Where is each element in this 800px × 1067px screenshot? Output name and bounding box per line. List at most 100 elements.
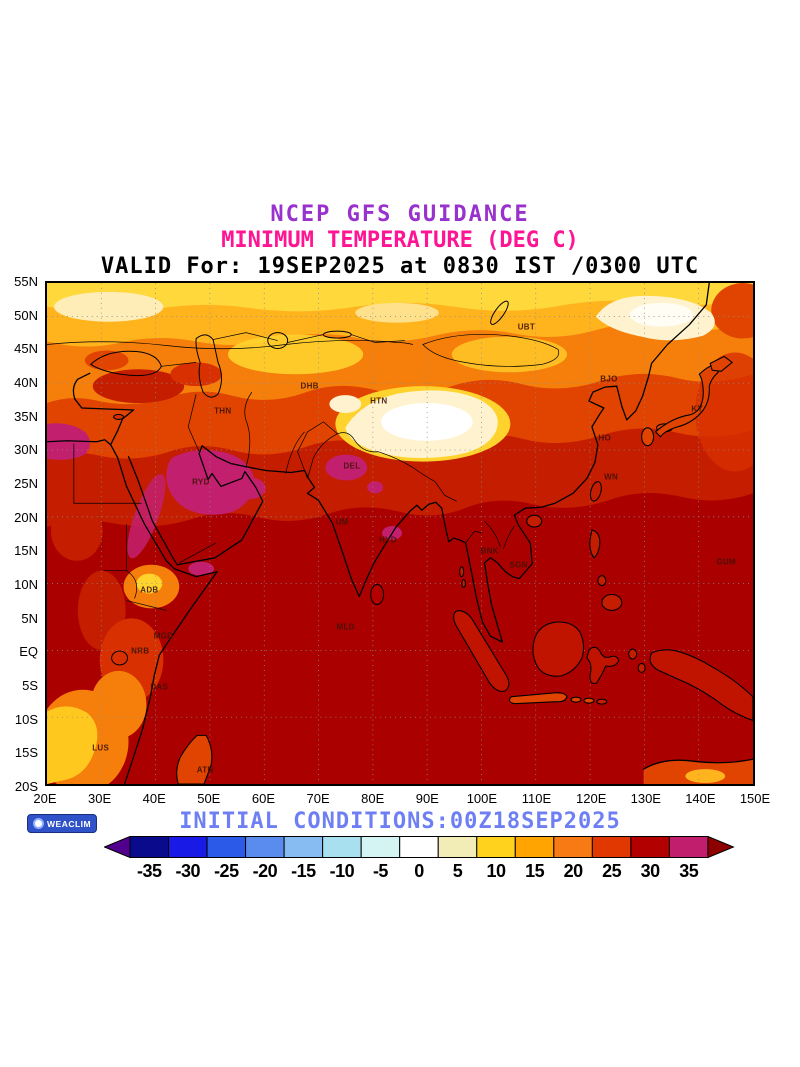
temperature-field (47, 283, 753, 784)
colorbar-segment (168, 836, 208, 858)
x-axis-label: 50E (197, 791, 221, 806)
x-axis-label: 130E (630, 791, 661, 806)
station-label: UBT (517, 322, 536, 332)
colorbar-segment (129, 836, 170, 858)
station-label: LUS (92, 743, 110, 753)
initial-conditions: INITIAL CONDITIONS:00Z18SEP2025 (179, 809, 621, 834)
y-axis-label: 10N (14, 577, 38, 592)
station-label: HTN (370, 396, 388, 406)
y-axis-label: 15S (14, 745, 38, 761)
station-label: MGD (153, 631, 174, 641)
y-axis-label: 20N (14, 509, 38, 525)
y-axis-label: 55N (14, 274, 38, 289)
y-axis-label: EQ (19, 644, 38, 660)
y-axis-label: 30N (14, 442, 38, 458)
y-axis-label: 5N (21, 610, 38, 626)
colorbar-segment (668, 836, 709, 858)
colorbar-tick-label: 35 (679, 861, 699, 881)
colorbar-tick-label: 5 (452, 861, 463, 881)
station-label: ADB (140, 585, 159, 595)
colorbar-segment (553, 836, 593, 858)
colorbar-labels: -35 -30 -25 -20 -15 -10 -5 0 5 10 15 20 25 30 35 (130, 861, 708, 882)
station-label: MLD (336, 622, 355, 632)
station-layer: UBT BJO KY DHB HTN THN HO WN RYD DEL UM HYD BNK SGN GU… (47, 283, 753, 784)
colorbar-tick-label: 20 (563, 861, 584, 881)
colorbar-tick-label: 30 (640, 861, 661, 881)
colorbar-right-arrow (707, 836, 735, 859)
colorbar-segment (399, 836, 439, 858)
station-label: WN (604, 472, 619, 482)
colorbar-tick-label: -15 (291, 861, 316, 881)
weaclim-logo-text: WEACLIM (47, 818, 92, 829)
x-axis-label: 20E (33, 791, 57, 806)
colorbar-tick-label: 15 (525, 861, 545, 881)
weaclim-globe-icon (33, 818, 44, 829)
colorbar-tick-label: -20 (252, 861, 278, 881)
colorbar-tick-label: -30 (175, 861, 201, 881)
colorbar-tick-label: -10 (329, 861, 355, 881)
colorbar-segment (283, 836, 324, 858)
coastlines (47, 283, 753, 784)
colorbar-segment (514, 836, 555, 858)
colorbar-tick-label: 0 (414, 861, 424, 881)
colorbar-tick-label: 10 (486, 861, 507, 881)
station-label: NRB (131, 646, 150, 656)
x-axis-label: 100E (466, 791, 498, 806)
y-axis-label: 5S (22, 678, 38, 693)
station-label: HO (598, 433, 612, 443)
temperature-map-svg (47, 283, 753, 784)
y-axis-label: 25N (14, 476, 38, 491)
colorbar-segment (206, 836, 247, 858)
station-label: DAS (150, 682, 169, 692)
map-panel: UBT BJO KY DHB HTN THN HO WN RYD DEL UM HYD BNK SGN GU… (45, 281, 755, 786)
x-axis-label: 150E (739, 791, 771, 806)
x-axis-label: 140E (685, 791, 716, 806)
station-label: UM (335, 517, 349, 527)
x-axis-label: 90E (415, 791, 439, 806)
colorbar-segment (476, 836, 516, 858)
weaclim-logo: WEACLIM (27, 814, 98, 833)
colorbar-svg (104, 836, 735, 859)
y-axis-label: 10S (14, 711, 38, 727)
title-valid: VALID For: 19SEP2025 at 0830 IST /0300 U… (100, 254, 700, 279)
station-label: HYD (379, 535, 397, 545)
x-axis-label: 70E (306, 791, 330, 806)
colorbar-tick-label: -35 (137, 861, 162, 881)
station-label: BJO (600, 374, 618, 384)
colorbar-segment (245, 836, 285, 858)
station-label: ATN (196, 765, 214, 775)
y-axis-label: 50N (14, 307, 38, 323)
x-axis-label: 80E (361, 791, 385, 806)
station-label: BNK (480, 546, 499, 556)
station-label: GUM (716, 557, 736, 567)
x-axis-label: 60E (251, 791, 276, 806)
colorbar-tick-label: -25 (214, 861, 239, 881)
x-axis-label: 110E (521, 791, 552, 806)
country-borders (47, 332, 560, 611)
islands (113, 355, 753, 784)
y-axis-label: 45N (14, 341, 38, 357)
colorbar-segment (360, 836, 401, 858)
gridlines (47, 283, 753, 784)
title-field: MINIMUM TEMPERATURE (DEG C) (221, 228, 579, 253)
colorbar-tick-label: -5 (372, 861, 389, 881)
station-label: THN (214, 406, 232, 416)
y-axis-label: 35N (14, 408, 38, 424)
station-label: SGN (509, 560, 528, 570)
station-label: KY (691, 404, 704, 414)
station-label: DEL (343, 461, 361, 471)
y-axis: 55N 50N 45N 40N 35N 30N 25N 20N 15N 10N 5N EQ 5S 10S 1… (0, 274, 41, 794)
colorbar-tick-label: 25 (602, 861, 622, 881)
station-label: RYD (192, 477, 210, 487)
x-axis-label: 40E (142, 791, 166, 806)
title-model: NCEP GFS GUIDANCE (270, 202, 530, 227)
colorbar-segment (437, 836, 478, 858)
colorbar-segment (630, 836, 670, 858)
y-axis-label: 40N (14, 375, 38, 390)
station-label: DHB (300, 381, 319, 391)
x-axis-label: 120E (576, 791, 607, 806)
colorbar-left-arrow (104, 836, 131, 859)
colorbar-segment (322, 836, 362, 858)
y-axis-label: 20S (14, 779, 38, 794)
